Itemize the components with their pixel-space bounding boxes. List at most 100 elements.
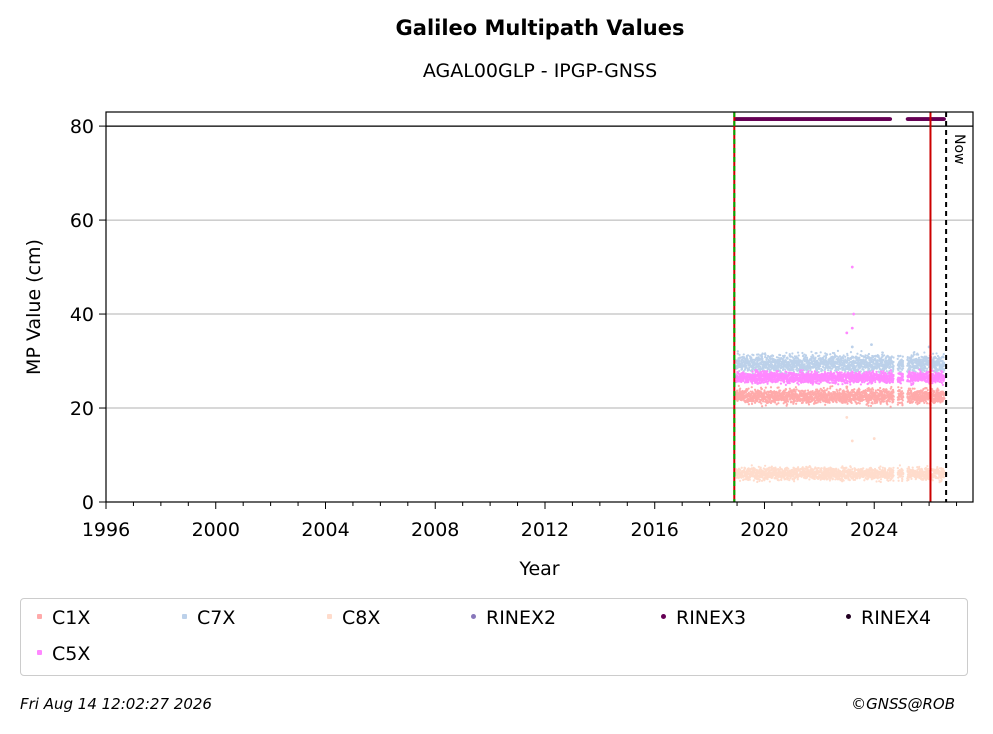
data-point [825,353,829,356]
data-point [752,399,755,402]
data-point [912,400,915,403]
data-point [769,386,773,389]
data-point [806,389,810,392]
data-point [892,466,895,469]
data-point [819,401,822,404]
data-point [852,356,855,359]
data-point [740,476,743,479]
data-point [824,403,827,406]
data-point [804,389,807,392]
data-point [858,402,861,405]
data-point [898,464,902,467]
data-point [818,354,821,357]
data-point [760,479,764,482]
data-point [926,402,929,405]
data-point [793,399,797,403]
data-point [871,402,874,405]
data-point [892,395,895,398]
chart-title: Galileo Multipath Values [395,16,685,40]
data-point [791,468,794,471]
data-point [760,355,764,358]
data-point [738,479,742,482]
data-point [853,364,856,367]
data-point [834,478,837,481]
data-point [796,351,800,354]
data-point [867,401,870,404]
data-point [747,403,750,406]
outlier-point [845,416,849,419]
data-point [801,351,804,355]
data-point [795,388,798,391]
data-point [868,367,871,370]
data-point [828,479,832,482]
data-point [753,401,757,404]
data-point [768,480,771,483]
data-point [758,478,761,481]
data-point [783,354,786,357]
data-point [863,479,866,482]
data-point [752,479,755,482]
data-point [808,478,811,481]
data-point [849,351,853,354]
data-point [826,477,830,481]
data-point [892,400,895,403]
data-point [901,399,904,402]
data-point [844,355,847,358]
data-point [766,357,769,360]
data-point [815,369,819,372]
data-point [853,388,856,391]
data-point [926,464,929,468]
data-point [879,402,882,405]
data-point [760,402,763,405]
data-point [898,388,901,392]
data-point [760,387,763,391]
data-point [889,405,892,408]
data-point [942,476,946,479]
data-point [737,384,740,387]
data-point [826,369,830,372]
data-point [875,480,878,483]
data-point [812,355,815,358]
data-point [814,356,817,359]
data-point [794,386,797,389]
data-point [810,350,813,353]
data-point [853,478,857,481]
data-point [901,402,904,406]
data-point [834,467,838,470]
data-point [778,362,781,365]
data-point [887,479,890,482]
data-point [925,387,928,390]
data-point [804,354,808,357]
data-point [872,388,875,391]
outlier-point [845,385,849,389]
data-point [830,476,833,479]
data-point [892,398,895,401]
data-point [846,354,849,357]
data-point [822,386,825,390]
data-point [936,465,939,469]
data-point [923,401,926,404]
data-point [937,389,940,392]
data-point [764,386,767,389]
data-point [892,471,895,474]
data-point [757,465,760,468]
data-point [879,465,882,468]
series-c1x [734,384,946,408]
data-point [846,359,849,362]
data-point [796,470,799,473]
data-point [888,400,891,403]
data-point [761,405,764,408]
data-point [748,478,751,481]
data-point [831,477,835,481]
data-point [779,389,782,392]
data-point [860,350,863,353]
data-point [897,479,900,482]
data-point [926,388,929,392]
data-point [784,477,787,481]
data-point [746,354,750,357]
data-point [764,353,767,357]
data-point [777,479,780,482]
data-point [881,466,884,469]
data-point [756,480,759,484]
data-point [768,466,771,469]
